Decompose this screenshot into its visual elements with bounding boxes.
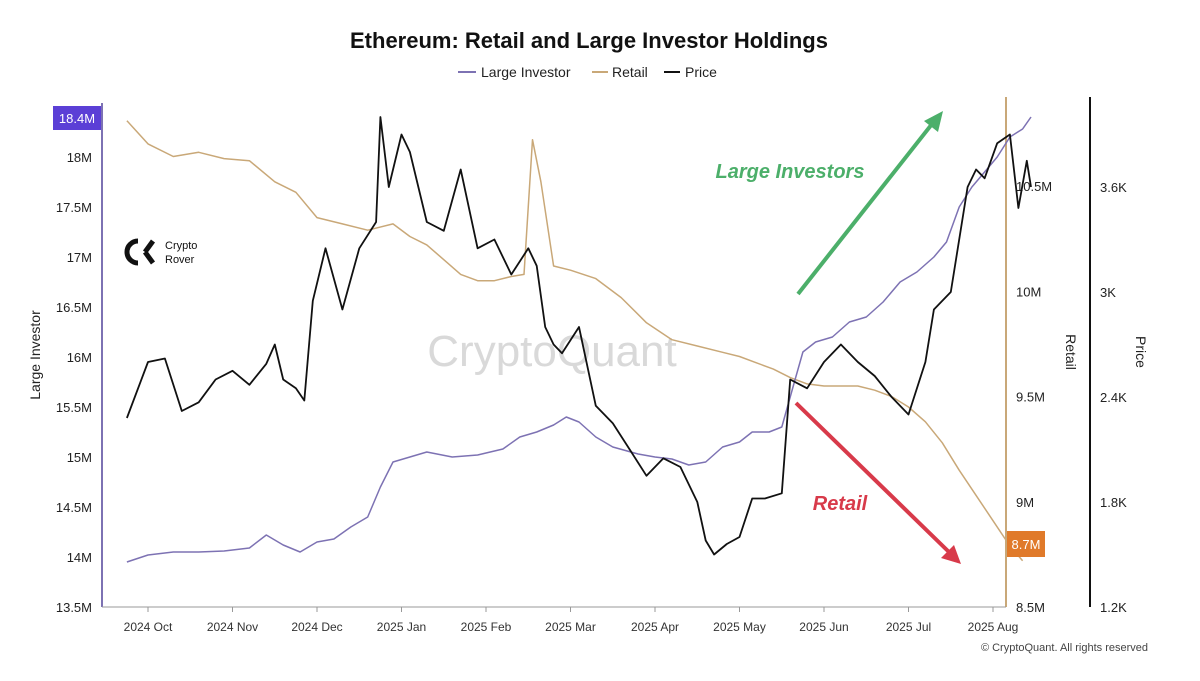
up-arrow-icon (796, 122, 934, 296)
price-axis-title: Price (1133, 336, 1149, 368)
price-tick-label: 3K (1100, 285, 1116, 300)
x-axis-ticks: 2024 Oct 2024 Nov 2024 Dec 2025 Jan 2025 Feb… (124, 607, 1019, 634)
logo-name-line2: Rover (165, 254, 195, 266)
retail-tick-label: 10M (1016, 284, 1041, 299)
logo-name-line1: Crypto (165, 240, 197, 252)
retail-annotation-label: Retail (813, 493, 868, 515)
legend: Large Investor Retail Price (458, 64, 717, 80)
series-layer (126, 116, 1032, 563)
large-investor-badge-box (53, 106, 101, 130)
x-tick-label: 2025 Feb (461, 620, 512, 634)
down-arrowhead-icon (941, 545, 961, 564)
x-tick-label: 2024 Nov (207, 620, 258, 634)
legend-label-retail: Retail (612, 64, 648, 80)
x-tick-label: 2024 Dec (291, 620, 342, 634)
x-tick-label: 2024 Oct (124, 620, 173, 634)
series-line-price (126, 116, 1032, 556)
left-tick-label: 14.5M (56, 500, 92, 515)
x-tick-label: 2025 Aug (968, 620, 1019, 634)
x-tick-label: 2025 May (713, 620, 766, 634)
series-line-retail (126, 120, 1024, 562)
crypto-rover-logo-icon (124, 238, 156, 266)
large-investors-annotation: Large Investors (716, 111, 943, 296)
large-investor-last-value-badge: 18.4M (53, 106, 101, 130)
up-arrowhead-icon (924, 111, 943, 132)
left-tick-label: 16M (67, 350, 92, 365)
series-line-large-investor (126, 116, 1032, 563)
large-investors-annotation-label: Large Investors (716, 161, 865, 183)
price-axis-ticks: 1.2K 1.8K 2.4K 3K 3.6K (1100, 180, 1127, 615)
x-tick-label: 2025 Apr (631, 620, 679, 634)
price-tick-label: 3.6K (1100, 180, 1127, 195)
x-tick-label: 2025 Mar (545, 620, 596, 634)
price-tick-label: 1.8K (1100, 495, 1127, 510)
left-tick-label: 15.5M (56, 400, 92, 415)
retail-tick-label: 8.5M (1016, 600, 1045, 615)
price-tick-label: 2.4K (1100, 390, 1127, 405)
retail-axis-title: Retail (1063, 334, 1079, 370)
crypto-rover-logo: Crypto Rover (124, 238, 197, 266)
down-arrow-icon (794, 401, 952, 555)
retail-badge-box (1007, 531, 1045, 557)
legend-label-large-investor: Large Investor (481, 64, 571, 80)
left-tick-label: 18M (67, 150, 92, 165)
left-tick-label: 16.5M (56, 300, 92, 315)
large-investor-badge-label: 18.4M (59, 111, 95, 126)
left-axis-title: Large Investor (27, 310, 43, 400)
left-tick-label: 14M (67, 550, 92, 565)
left-tick-label: 15M (67, 450, 92, 465)
left-tick-label: 17.5M (56, 200, 92, 215)
chart-title: Ethereum: Retail and Large Investor Hold… (350, 28, 828, 53)
retail-tick-label: 9M (1016, 495, 1034, 510)
retail-annotation: Retail (794, 401, 961, 564)
retail-tick-label: 10.5M (1016, 179, 1052, 194)
watermark: CryptoQuant (427, 327, 676, 376)
x-tick-label: 2025 Jan (377, 620, 426, 634)
retail-badge-label: 8.7M (1012, 537, 1041, 552)
retail-last-value-badge: 8.7M (1007, 531, 1045, 557)
retail-axis-ticks: 8.5M 9M 9.5M 10M 10.5M (1016, 179, 1052, 615)
x-tick-label: 2025 Jun (799, 620, 848, 634)
left-axis-ticks: 13.5M 14M 14.5M 15M 15.5M 16M 16.5M 17M 17.5M 18M (56, 150, 92, 615)
x-tick-label: 2025 Jul (886, 620, 931, 634)
legend-label-price: Price (685, 64, 717, 80)
left-tick-label: 17M (67, 250, 92, 265)
retail-tick-label: 9.5M (1016, 390, 1045, 405)
price-tick-label: 1.2K (1100, 600, 1127, 615)
left-tick-label: 13.5M (56, 600, 92, 615)
copyright-notice: © CryptoQuant. All rights reserved (981, 642, 1148, 654)
